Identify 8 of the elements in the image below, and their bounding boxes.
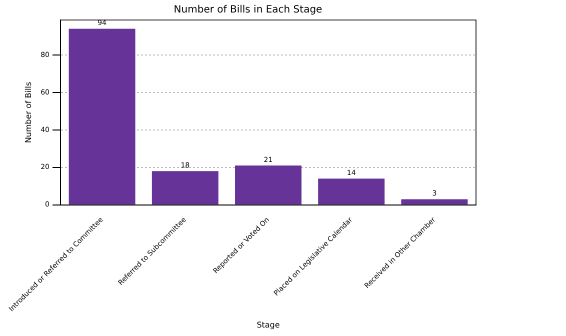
x-axis-title: Stage xyxy=(256,320,280,330)
bar xyxy=(318,178,385,204)
bar xyxy=(401,199,468,204)
chart-title: Number of Bills in Each Stage xyxy=(174,4,322,16)
bar xyxy=(235,166,302,204)
bar xyxy=(68,28,136,204)
y-axis-title: Number of Bills xyxy=(24,82,33,144)
bar xyxy=(152,171,218,204)
